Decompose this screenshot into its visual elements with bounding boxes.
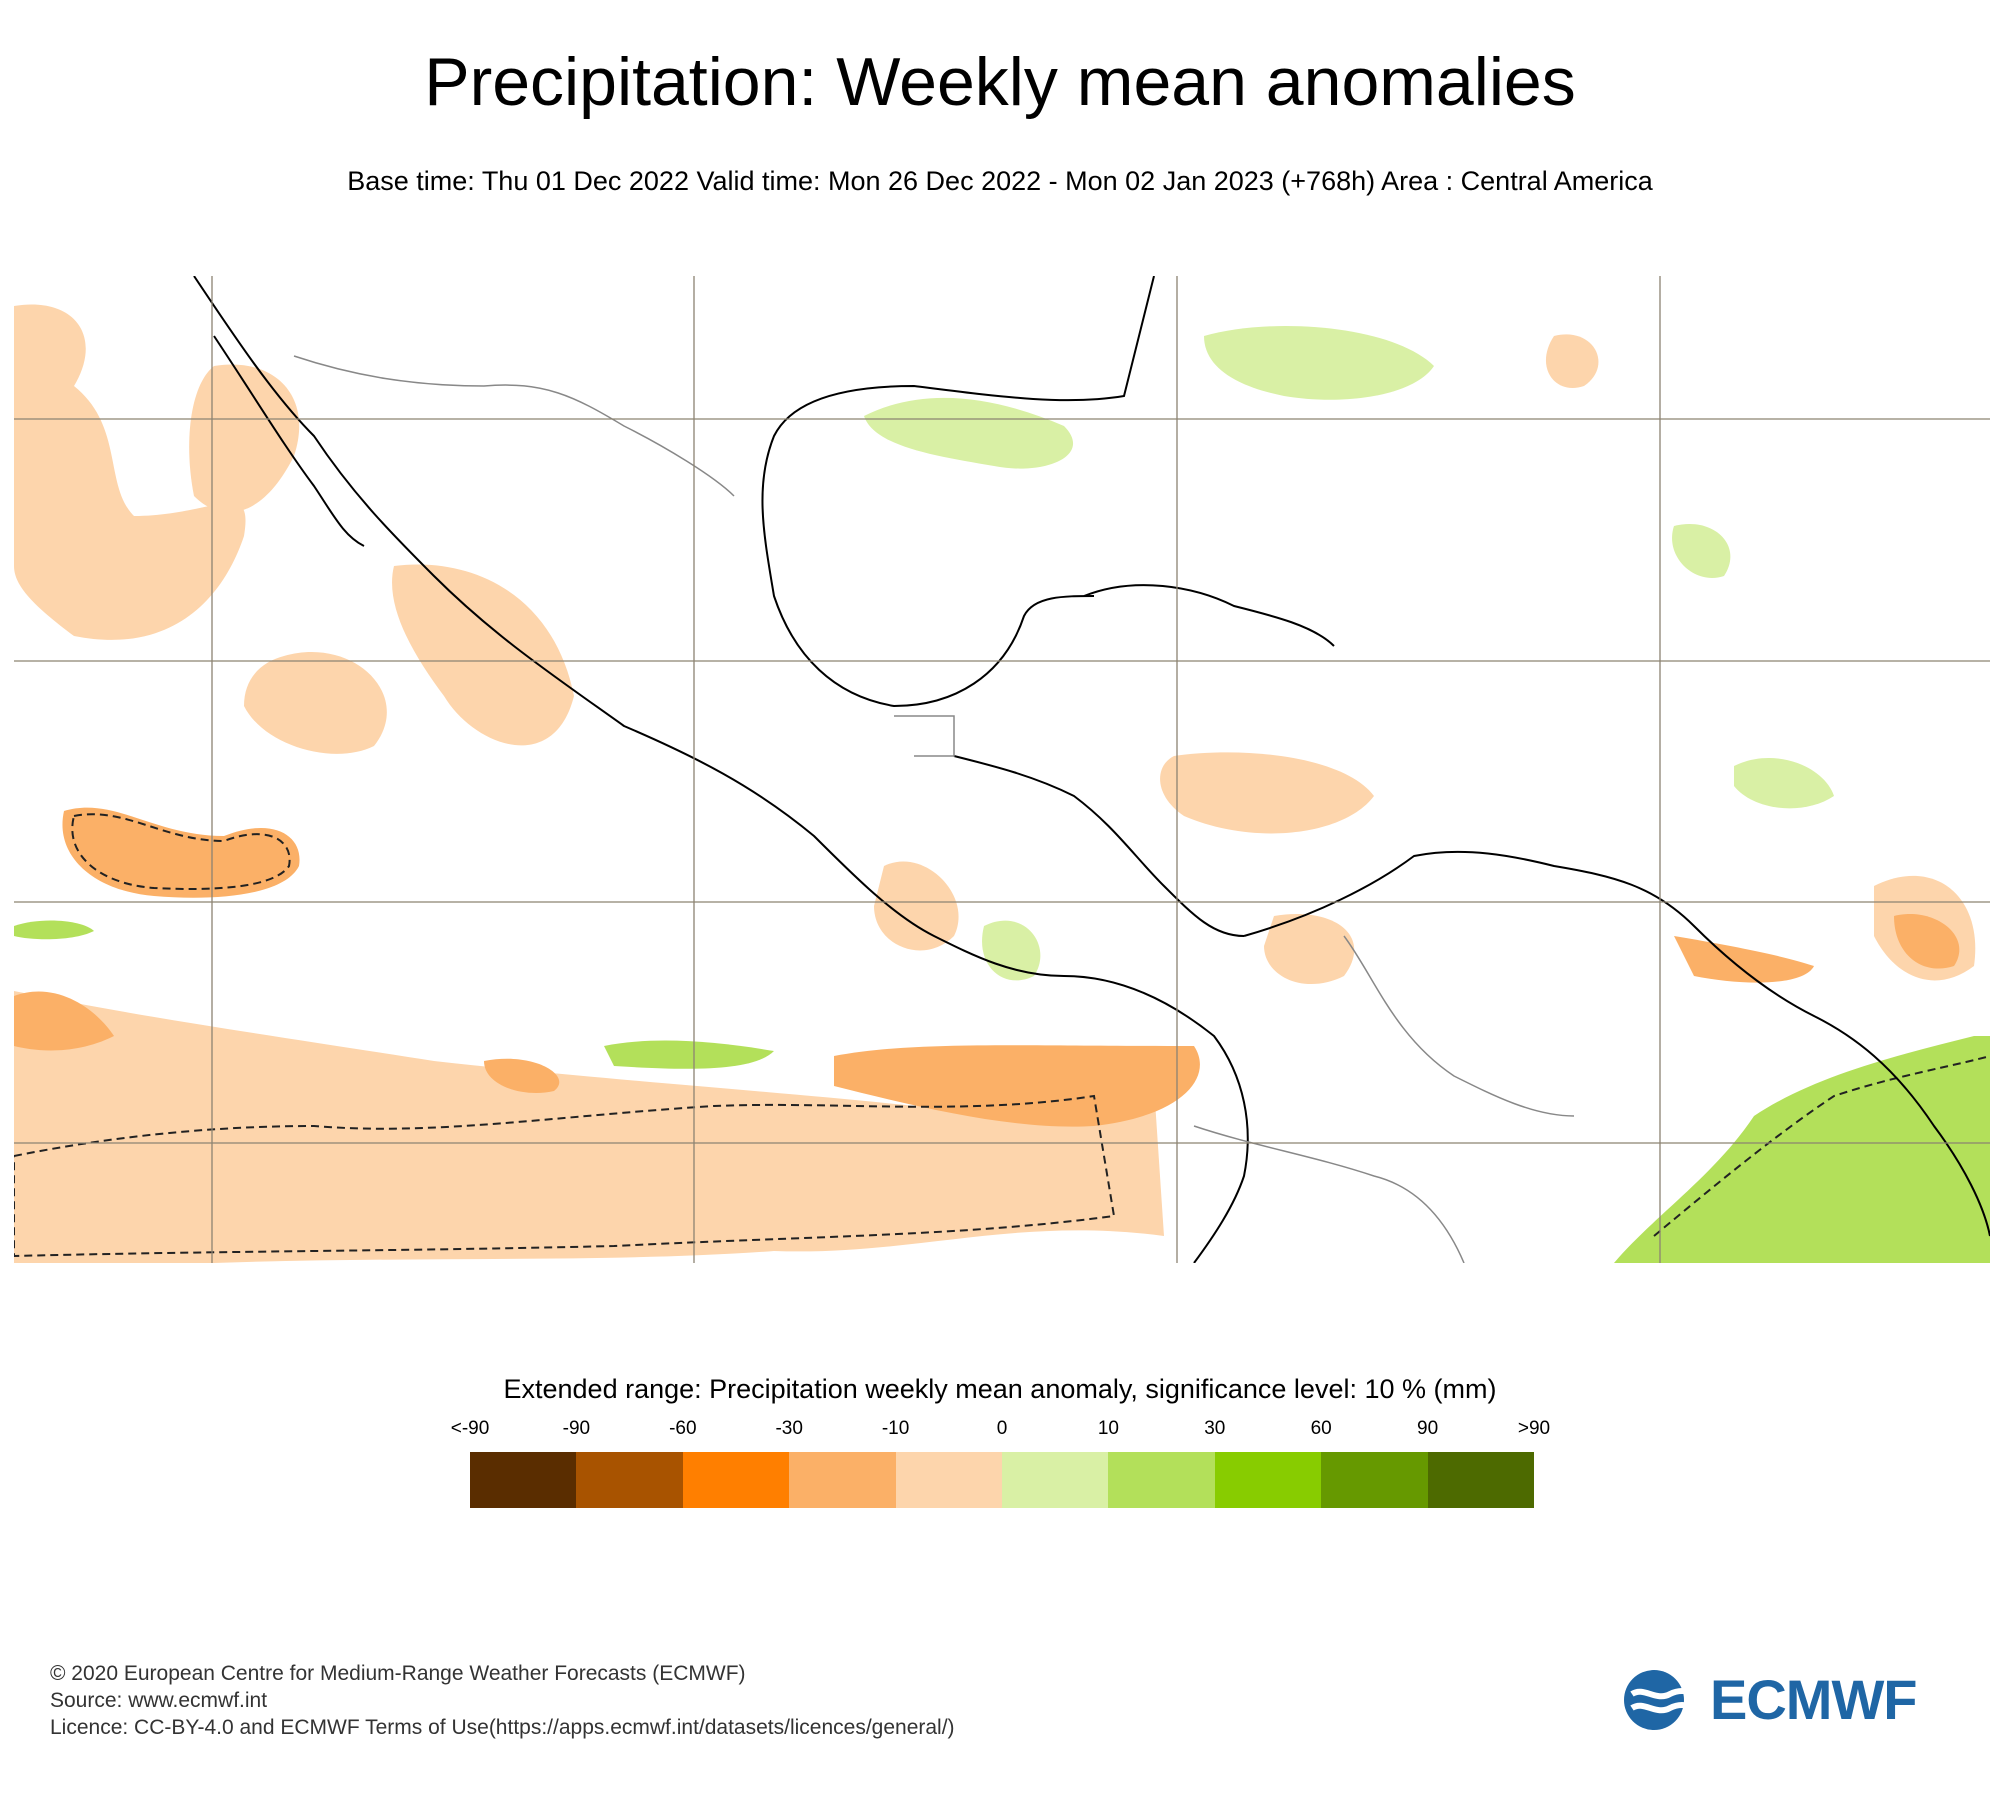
legend-swatch [470, 1452, 577, 1508]
dry-region-gulf-of-paria [1894, 914, 1960, 969]
dry-region-venezuela-coast [1674, 936, 1814, 983]
legend-swatch [682, 1452, 790, 1508]
legend-tick: 30 [1204, 1418, 1226, 1439]
legend-swatch [576, 1452, 683, 1508]
legend-tick: 0 [996, 1418, 1008, 1439]
legend-tick: -60 [669, 1418, 697, 1439]
coastline-mexico-pacific [193, 276, 1249, 1263]
coastline-south-america-north [1243, 850, 1990, 1237]
border-colombia-venezuela [1343, 935, 1575, 1117]
legend-swatch [1214, 1452, 1322, 1508]
ecmwf-logo-text: ECMWF [1710, 1668, 1918, 1731]
anomaly-map [14, 276, 1990, 1263]
chart-title: Precipitation: Weekly mean anomalies [424, 44, 1576, 120]
dry-region-mexico-pacific [392, 564, 574, 746]
contour-wet-brazil [1653, 1055, 1990, 1237]
significance-contours [14, 813, 1990, 1258]
border-ecuador-peru [1193, 1125, 1465, 1263]
wet-region-florida-atlantic [1204, 326, 1434, 400]
wet-light-regions [864, 326, 1834, 981]
dry-region-north-pacific [14, 304, 246, 640]
dry-region-baja-offshore [189, 364, 300, 513]
source-text: Source: www.ecmwf.int [50, 1689, 268, 1712]
wet-region-pacific-west [14, 920, 94, 940]
legend-tick: -90 [562, 1418, 591, 1439]
contour-equatorial-band [14, 1094, 1116, 1258]
wet-region-atlantic-mid [1672, 524, 1731, 578]
legend-swatch [1108, 1452, 1215, 1508]
legend-tick: >90 [1517, 1418, 1551, 1439]
legend-tick: -10 [881, 1418, 910, 1439]
graticule [14, 276, 1990, 1263]
dry-region-pacific-west [14, 991, 114, 1051]
legend-color-bar [470, 1452, 1535, 1508]
legend-tick: <-90 [450, 1418, 490, 1439]
wet-region-atlantic-east [1734, 757, 1834, 809]
dry-region-pacific-core [62, 807, 300, 898]
coastline-central-america-caribbean [953, 755, 1245, 937]
ecmwf-logo-icon [1624, 1670, 1696, 1730]
legend-swatch [1321, 1452, 1428, 1508]
wet-region-gulf-of-mexico [864, 397, 1074, 469]
wet-medium-regions [14, 920, 1990, 1263]
dry-region-pacific-mid [484, 1058, 560, 1093]
dry-region-pacific-costa-rica [874, 861, 959, 951]
coastlines [193, 276, 1990, 1263]
footer: © 2020 European Centre for Medium-Range … [50, 1660, 955, 1741]
wet-region-central-pacific [982, 920, 1041, 981]
coastline-cuba [1083, 584, 1335, 647]
contour-pacific-core [71, 813, 291, 890]
legend-tick: 60 [1310, 1418, 1332, 1439]
legend-swatch [1427, 1452, 1535, 1508]
licence-text: Licence: CC-BY-4.0 and ECMWF Terms of Us… [50, 1716, 955, 1739]
copyright-text: © 2020 European Centre for Medium-Range … [50, 1662, 746, 1685]
legend-swatch [789, 1452, 896, 1508]
legend-swatch [895, 1452, 1003, 1508]
legend-swatch [1002, 1452, 1109, 1508]
dry-medium-regions [14, 807, 1960, 1127]
coastline-baja-california [213, 335, 365, 547]
coastline-gulf-of-mexico [761, 276, 1155, 708]
wet-region-brazil-north [1614, 1036, 1990, 1263]
dry-region-east-pacific [244, 652, 387, 754]
ecmwf-logo: ECMWF [1622, 1668, 1952, 1732]
legend-tick: 90 [1417, 1418, 1439, 1439]
wet-region-pacific-strip [604, 1040, 774, 1069]
legend-tick: -30 [775, 1418, 803, 1439]
dry-region-atlantic [1545, 334, 1599, 388]
chart-subtitle: Base time: Thu 01 Dec 2022 Valid time: M… [347, 166, 1653, 196]
dry-region-caribbean [1160, 752, 1374, 834]
border-guatemala [894, 715, 955, 757]
dry-region-colombia [1264, 914, 1355, 985]
border-us-mexico [293, 355, 735, 497]
political-borders [293, 355, 1575, 1263]
legend-tick: 10 [1097, 1418, 1119, 1439]
dry-region-south-pacific-band [14, 991, 1164, 1263]
legend-title: Extended range: Precipitation weekly mea… [503, 1374, 1497, 1404]
legend-tick-labels: <-90 -90 -60 -30 -10 0 10 30 60 90 >90 [451, 1418, 1550, 1442]
